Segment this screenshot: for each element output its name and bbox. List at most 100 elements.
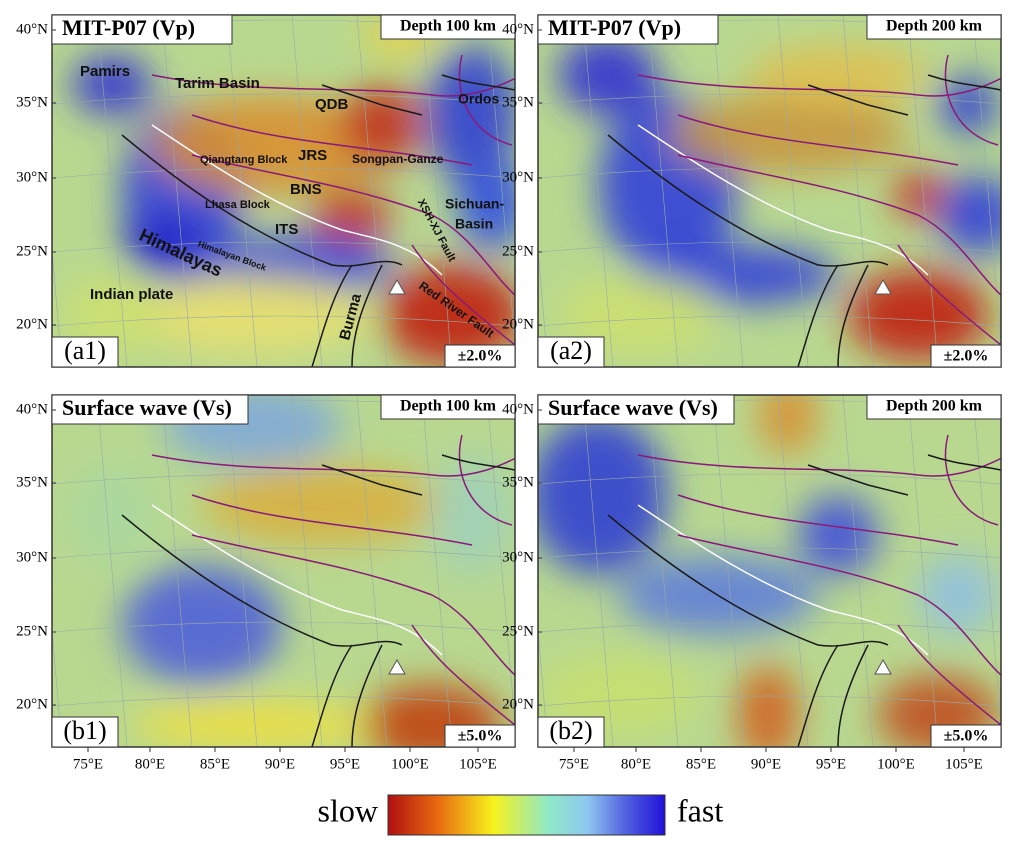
colorbar-low: slow [318,792,378,828]
fault-line [191,494,473,546]
lat-tick-label: 25°N [16,623,48,639]
panel-label: (b2) [549,716,592,745]
depth-box [866,394,1002,420]
graticule [52,473,515,485]
lat-tick-label: 20°N [502,316,534,332]
lon-tick-label: 90°E [265,756,295,772]
depth-box [380,14,516,40]
graticule [972,15,1001,348]
graticule [356,395,388,747]
anomaly [538,415,668,575]
depth-label: Depth 100 km [400,18,497,35]
graticule [712,15,744,367]
panel-frame [537,394,1002,748]
lon-tick-label: 105°E [945,756,983,772]
lon-tick-label: 95°E [330,756,360,772]
lat-tick-label: 35°N [502,474,534,490]
geo-annotation: JRS [298,147,327,164]
lat-tick-label: 40°N [16,21,48,37]
title-box [51,14,233,45]
anomaly [558,35,658,115]
fault-line [797,264,839,367]
panel-frame [51,394,516,748]
lat-tick-label: 30°N [16,549,48,565]
lon-tick-label: 95°E [816,756,846,772]
graticule [647,15,679,367]
anomaly [432,455,512,575]
graticule [538,246,549,367]
graticule [291,395,323,747]
panel-label: (a1) [64,336,106,365]
fault-line [927,454,1001,471]
graticule [486,15,515,348]
lat-tick-label: 25°N [502,623,534,639]
lat-tick-label: 25°N [16,243,48,259]
fault-line [191,534,515,676]
lat-tick-label: 35°N [16,94,48,110]
fault-line [151,454,515,477]
geo-annotation: Pamirs [80,63,130,80]
lat-tick-label: 30°N [502,169,534,185]
fault-line [458,54,513,146]
anomaly [738,665,798,747]
scale-box [930,344,1002,368]
fault-line [411,244,515,346]
panel-label: (b1) [63,716,106,745]
graticule [486,395,515,728]
geo-annotation: QDB [315,96,349,113]
label-box [537,716,605,748]
panel-title: MIT-P07 (Vp) [548,15,681,40]
anomaly [152,95,392,195]
graticule [538,473,1001,485]
lon-tick-label: 85°E [200,756,230,772]
anomaly [132,700,372,747]
anomaly [558,275,718,355]
anomaly [312,190,392,240]
panel-label: (a2) [550,336,592,365]
scale-box [444,724,516,748]
graticule [538,695,1001,707]
anomaly [72,55,152,115]
depth-box [866,14,1002,40]
fault-line [311,264,353,367]
graticule [538,626,549,747]
anomaly [538,655,698,735]
anomaly [457,160,515,250]
anomaly [918,555,998,635]
anomaly [72,465,152,565]
velocity-field [72,395,512,747]
graticule [907,395,939,747]
graticule [52,246,63,367]
fault-line [837,644,869,747]
fault-line [637,74,1001,97]
graticule [356,15,388,367]
lon-tick-label: 80°E [621,756,651,772]
graticule [538,547,1001,559]
lon-tick-label: 80°E [135,756,165,772]
lon-tick-label: 85°E [686,756,716,772]
panel-frame [537,14,1002,368]
anomaly [382,265,515,365]
graticule [712,395,744,747]
fault-line [441,74,515,91]
anomaly [748,45,928,105]
depth-label: Depth 200 km [886,398,983,415]
fault-line [944,434,999,526]
lat-tick-label: 40°N [502,401,534,417]
panel-frame [51,14,516,368]
anomaly [798,495,878,575]
graticule [538,167,1001,179]
lon-tick-label: 105°E [459,756,497,772]
fault-line [677,154,1001,296]
graticule [52,547,515,559]
fault-line [441,454,515,471]
graticule [52,626,63,747]
lon-tick-label: 75°E [73,756,103,772]
fault-line [637,454,1001,477]
title-box [537,14,719,45]
anomaly [938,75,998,135]
graticule [907,15,939,367]
graticule [538,93,1001,105]
map-body [538,15,1001,367]
